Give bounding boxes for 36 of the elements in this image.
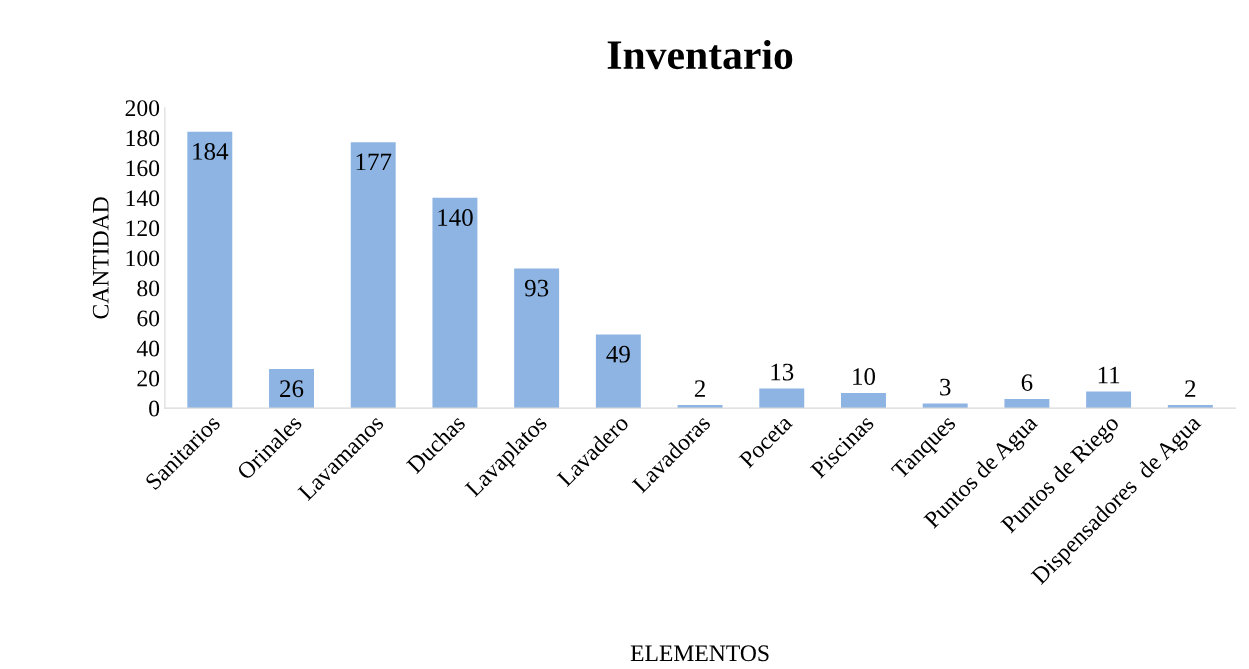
bar xyxy=(187,131,233,409)
bar xyxy=(595,334,641,409)
bar xyxy=(841,393,886,409)
data-label: 184 xyxy=(193,142,229,160)
x-axis-title: ELEMENTOS xyxy=(630,645,769,662)
bar xyxy=(432,197,478,409)
bar xyxy=(514,268,560,409)
y-tick-label: 20 xyxy=(137,370,160,387)
y-tick-label: 80 xyxy=(137,280,160,297)
data-label: 6 xyxy=(1021,374,1033,391)
data-label: 11 xyxy=(1098,366,1120,384)
y-tick-label: 120 xyxy=(126,220,160,237)
data-label: 93 xyxy=(524,279,549,297)
data-label: 177 xyxy=(356,153,392,171)
bar xyxy=(350,142,396,409)
bar xyxy=(1086,391,1132,409)
data-label: 3 xyxy=(940,378,951,396)
y-tick-label: 0 xyxy=(149,400,160,417)
y-tick-label: 140 xyxy=(126,190,160,207)
data-label: 26 xyxy=(280,380,304,398)
data-label: 140 xyxy=(438,209,473,226)
y-tick-label: 160 xyxy=(126,160,160,177)
y-tick-label: 60 xyxy=(137,310,160,327)
data-label: 10 xyxy=(853,368,876,385)
y-tick-label: 200 xyxy=(125,100,160,117)
data-label: 2 xyxy=(1185,380,1196,397)
y-tick-label: 40 xyxy=(136,340,160,357)
data-label: 13 xyxy=(771,363,794,381)
data-label: 2 xyxy=(694,380,705,397)
y-axis-title: CANTIDAD xyxy=(92,197,109,319)
y-tick-label: 100 xyxy=(126,250,160,267)
data-label: 49 xyxy=(606,345,630,363)
bar xyxy=(269,369,314,409)
y-tick-label: 180 xyxy=(126,130,160,147)
bar xyxy=(759,388,805,409)
chart-title: Inventario xyxy=(607,39,793,70)
